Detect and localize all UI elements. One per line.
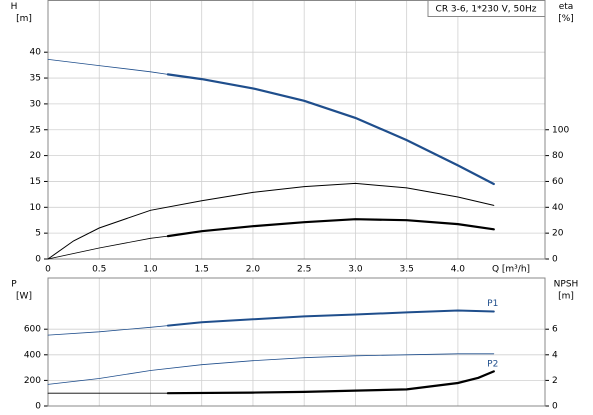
y-tick-label: 40 [30, 48, 42, 58]
curve [166, 370, 495, 395]
y2-axis-unit: [%] [558, 14, 574, 24]
y-axis-label: H [11, 2, 18, 12]
y-tick-label: 15 [30, 177, 41, 187]
y-tick-label: 35 [30, 74, 41, 84]
y2-tick-label: 40 [552, 203, 564, 213]
x-axis-label: Q [m³/h] [492, 265, 530, 275]
x-tick-label: 1.5 [195, 265, 209, 275]
curve [166, 218, 495, 238]
x-tick-label: 3.5 [399, 265, 413, 275]
curve [47, 325, 169, 336]
x-tick-label: 1.0 [143, 265, 158, 275]
series-label: P2 [487, 359, 498, 369]
y2-tick-label: 20 [552, 229, 564, 239]
y-tick-label: 5 [35, 229, 41, 239]
y2-axis-unit: [m] [558, 292, 574, 302]
curve [166, 309, 495, 327]
y-axis-unit: [m] [16, 14, 32, 24]
y-tick-label: 200 [24, 376, 41, 386]
plot-frame [47, 277, 546, 407]
curve [47, 182, 495, 260]
y2-tick-label: 0 [552, 402, 558, 412]
curve [166, 73, 495, 186]
series-label: P1 [487, 299, 498, 309]
y2-tick-label: 80 [552, 151, 564, 161]
y-axis-label: P [11, 280, 17, 290]
y2-tick-label: 0 [552, 255, 558, 265]
y2-tick-label: 6 [552, 325, 558, 335]
y-tick-label: 20 [30, 151, 42, 161]
curve [47, 59, 169, 75]
y-tick-label: 0 [35, 255, 41, 265]
y-tick-label: 600 [24, 325, 41, 335]
x-tick-label: 4.0 [451, 265, 466, 275]
x-tick-label: 2.5 [297, 265, 311, 275]
plot-frame [47, 0, 546, 260]
plots: 0 0.5 1.0 1.5 2.0 2.5 3.0 3.5 4.0051015202530354… [11, 0, 579, 412]
curve [47, 235, 169, 260]
y2-axis-label: eta [559, 2, 574, 12]
title-box [427, 0, 546, 17]
y-tick-label: 10 [30, 203, 42, 213]
x-tick-label: 0.5 [92, 265, 106, 275]
y-tick-label: 25 [30, 125, 41, 135]
y-axis-unit: [W] [16, 292, 32, 302]
x-tick-label: 2.0 [246, 265, 261, 275]
curve [47, 353, 495, 385]
y2-tick-label: 2 [552, 376, 558, 386]
y2-tick-label: 60 [552, 177, 564, 187]
y2-tick-label: 100 [552, 125, 569, 135]
y-tick-label: 30 [30, 99, 42, 109]
y-tick-label: 400 [24, 350, 41, 360]
y-tick-label: 0 [35, 402, 41, 412]
y2-tick-label: 4 [552, 350, 558, 360]
y2-axis-label: NPSH [554, 280, 579, 290]
chart-title: CR 3-6, 1*230 V, 50Hz [436, 5, 537, 15]
x-tick-label: 0 [45, 265, 51, 275]
x-tick-label: 3.0 [348, 265, 363, 275]
